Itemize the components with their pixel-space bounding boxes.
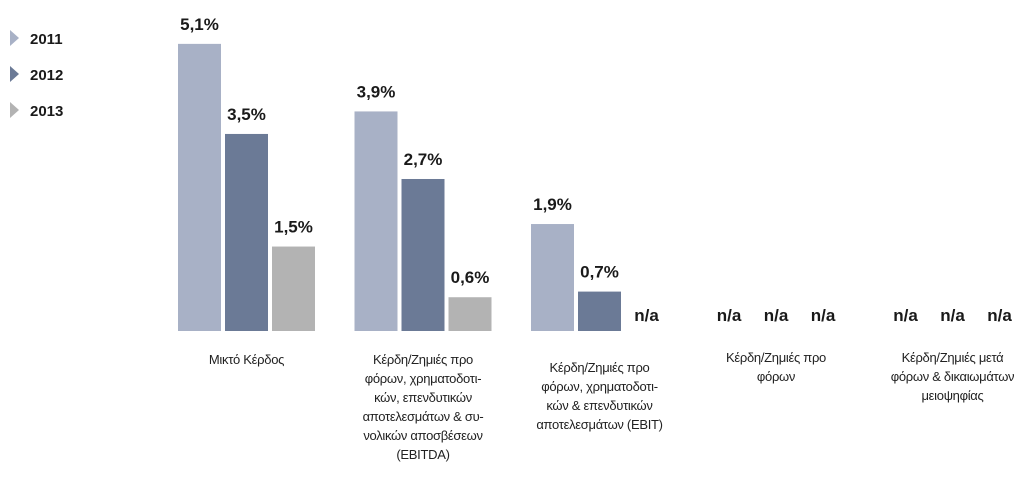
value-label: 1,9% (533, 195, 572, 214)
value-label: 1,5% (274, 218, 313, 237)
bar (225, 133, 268, 331)
value-label: n/a (717, 306, 742, 325)
value-label: n/a (893, 306, 918, 325)
bar (272, 246, 315, 331)
value-label: 0,7% (580, 263, 619, 282)
value-label: 2,7% (404, 150, 443, 169)
category-label: Κέρδη/Ζημιές προ φόρων (726, 350, 826, 384)
value-label: n/a (987, 306, 1012, 325)
legend-marker (10, 102, 19, 118)
legend-marker (10, 30, 19, 46)
legend-label: 2013 (30, 103, 63, 120)
value-label: n/a (811, 306, 836, 325)
bar (448, 297, 492, 331)
legend-label: 2012 (30, 67, 63, 84)
value-label: 3,5% (227, 105, 266, 124)
bar (531, 224, 574, 331)
legend-marker (10, 66, 19, 82)
category-label: Κέρδη/Ζημιές προ φόρων, χρηματοδοτι- κών… (362, 352, 484, 462)
value-label: n/a (940, 306, 965, 325)
bar (578, 291, 621, 331)
legend-label: 2011 (30, 31, 63, 48)
category-label: Κέρδη/Ζημιές μετά φόρων & δικαιωμάτων με… (890, 350, 1015, 403)
bar (178, 43, 221, 332)
category-label: Μικτό Κέρδος (208, 352, 285, 367)
value-label: n/a (764, 306, 789, 325)
bar (354, 111, 398, 332)
value-label: n/a (634, 306, 659, 325)
value-label: 0,6% (451, 268, 490, 287)
bar (401, 178, 445, 331)
value-label: 5,1% (180, 15, 219, 34)
value-label: 3,9% (357, 82, 396, 101)
category-label: Κέρδη/Ζημιές προ φόρων, χρηματοδοτι- κών… (536, 360, 663, 432)
